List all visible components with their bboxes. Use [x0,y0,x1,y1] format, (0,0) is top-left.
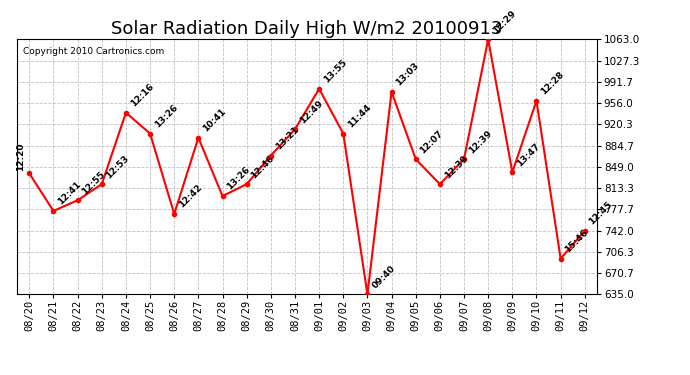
Text: 11:44: 11:44 [346,102,373,129]
Text: 12:49: 12:49 [298,98,324,125]
Text: 13:21: 13:21 [274,125,300,152]
Text: 12:20: 12:20 [16,142,25,171]
Text: 12:29: 12:29 [491,9,518,35]
Text: 12:45: 12:45 [588,200,614,226]
Title: Solar Radiation Daily High W/m2 20100913: Solar Radiation Daily High W/m2 20100913 [111,20,503,38]
Text: 12:46: 12:46 [250,153,276,180]
Text: 10:41: 10:41 [201,107,228,134]
Text: 15:46: 15:46 [564,228,590,255]
Text: 13:03: 13:03 [395,61,421,88]
Text: Copyright 2010 Cartronics.com: Copyright 2010 Cartronics.com [23,47,164,56]
Text: 09:40: 09:40 [371,264,397,290]
Text: 13:55: 13:55 [322,58,348,85]
Text: 13:47: 13:47 [515,141,542,168]
Text: 13:26: 13:26 [153,103,179,129]
Text: 12:16: 12:16 [129,82,155,108]
Text: 12:53: 12:53 [105,153,131,180]
Text: 12:28: 12:28 [540,70,566,97]
Text: 12:39: 12:39 [443,153,469,180]
Text: 12:07: 12:07 [419,128,445,155]
Text: 13:26: 13:26 [226,165,252,192]
Text: 12:39: 12:39 [467,128,493,155]
Text: 12:42: 12:42 [177,183,204,210]
Text: 12:41: 12:41 [57,180,83,207]
Text: 12:55: 12:55 [81,170,107,196]
